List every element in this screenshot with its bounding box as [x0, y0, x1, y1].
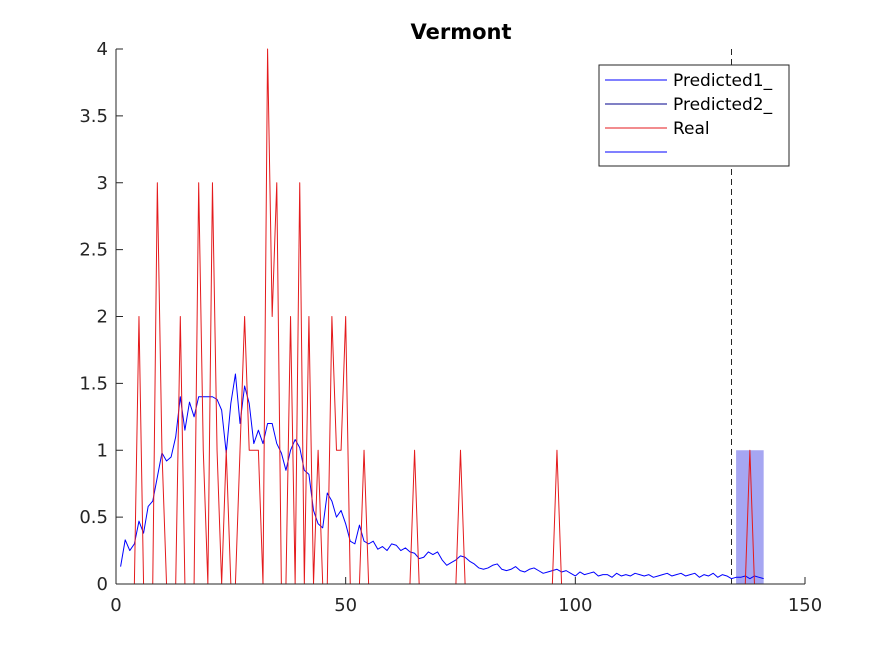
y-tick-label: 2.5 — [79, 240, 108, 261]
y-tick-label: 0.5 — [79, 507, 108, 528]
y-tick-label: 3.5 — [79, 106, 108, 127]
legend-box — [598, 64, 790, 167]
x-tick-label: 150 — [788, 595, 822, 616]
legend-label-real: Real — [673, 119, 710, 139]
legend: Predicted1_ Predicted2_ Real — [598, 64, 790, 167]
y-tick-label: 1.5 — [79, 373, 108, 394]
y-tick-label: 4 — [97, 39, 108, 60]
y-tick-label: 0 — [97, 574, 108, 595]
y-tick-label: 3 — [97, 173, 108, 194]
y-tick-label: 2 — [97, 307, 108, 328]
x-tick-label: 100 — [558, 595, 592, 616]
x-tick-label: 0 — [110, 595, 121, 616]
legend-label-predicted2: Predicted2_ — [673, 95, 773, 115]
shaded-region-layer — [736, 450, 764, 584]
shaded-region — [736, 450, 764, 584]
y-tick-label: 1 — [97, 440, 108, 461]
chart-title: Vermont — [410, 20, 511, 44]
series-line-predicted1 — [120, 373, 764, 580]
x-tick-label: 50 — [334, 595, 357, 616]
legend-label-predicted1: Predicted1_ — [673, 71, 773, 91]
tick-layer: 0 50 100 150 0 0.5 1 1.5 2 2.5 3 3.5 4 — [79, 39, 822, 616]
